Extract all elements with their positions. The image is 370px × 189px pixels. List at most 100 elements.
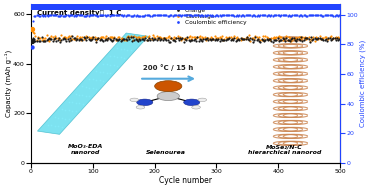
- Point: [186, 36, 192, 39]
- Point: [114, 14, 120, 17]
- Point: [48, 14, 54, 17]
- Point: [129, 39, 135, 42]
- Point: [183, 38, 189, 41]
- Point: [120, 37, 126, 40]
- Text: Current density：  1 C: Current density： 1 C: [37, 9, 122, 15]
- Point: [186, 38, 192, 41]
- Point: [60, 37, 65, 40]
- Point: [318, 14, 324, 17]
- Point: [109, 40, 115, 43]
- Point: [74, 14, 80, 17]
- Point: [176, 39, 182, 42]
- Point: [135, 39, 141, 42]
- Point: [51, 38, 57, 41]
- Point: [228, 36, 233, 39]
- Point: [105, 37, 111, 40]
- Point: [100, 36, 106, 39]
- Point: [203, 38, 209, 41]
- Point: [33, 34, 38, 37]
- Point: [287, 40, 293, 43]
- Point: [322, 38, 327, 41]
- Point: [254, 14, 260, 17]
- Point: [158, 36, 164, 40]
- Point: [46, 14, 52, 17]
- Point: [309, 39, 315, 42]
- Point: [85, 35, 91, 38]
- Point: [204, 14, 210, 17]
- Point: [154, 35, 159, 38]
- Point: [177, 37, 183, 40]
- Point: [111, 36, 117, 39]
- Point: [100, 62, 106, 65]
- Point: [281, 13, 287, 16]
- Point: [177, 36, 183, 39]
- Point: [272, 14, 278, 17]
- Point: [276, 35, 282, 38]
- Point: [292, 39, 298, 42]
- Point: [87, 86, 92, 89]
- Point: [31, 32, 37, 35]
- Point: [295, 37, 300, 40]
- Point: [212, 38, 218, 41]
- Point: [324, 14, 330, 17]
- Point: [181, 41, 187, 44]
- Point: [171, 35, 177, 38]
- Point: [182, 37, 188, 40]
- Point: [59, 125, 65, 128]
- Point: [107, 63, 113, 66]
- Point: [97, 79, 103, 82]
- Point: [118, 39, 124, 42]
- Point: [95, 15, 101, 18]
- Point: [115, 36, 121, 39]
- Circle shape: [155, 81, 182, 92]
- Point: [187, 14, 193, 17]
- Point: [64, 37, 70, 40]
- Point: [99, 36, 105, 39]
- Point: [38, 38, 44, 41]
- Point: [40, 39, 46, 42]
- Point: [80, 85, 85, 88]
- Point: [110, 38, 116, 41]
- Point: [53, 39, 59, 42]
- Point: [248, 39, 253, 42]
- Point: [202, 14, 208, 17]
- Point: [267, 38, 273, 41]
- Point: [51, 37, 57, 40]
- Point: [81, 14, 87, 17]
- Point: [324, 39, 330, 42]
- Point: [188, 14, 194, 17]
- Point: [132, 37, 138, 40]
- Point: [124, 14, 130, 17]
- Point: [139, 38, 145, 41]
- Point: [105, 36, 111, 39]
- Point: [155, 38, 161, 41]
- Point: [299, 14, 305, 17]
- Point: [151, 38, 157, 41]
- Point: [262, 14, 268, 17]
- Point: [89, 14, 95, 17]
- Point: [99, 38, 105, 41]
- Point: [108, 14, 114, 17]
- Point: [288, 14, 294, 17]
- Point: [97, 70, 103, 73]
- Point: [292, 37, 298, 40]
- Point: [252, 14, 258, 17]
- Point: [74, 38, 80, 41]
- Point: [127, 14, 132, 17]
- Point: [37, 40, 43, 43]
- Point: [209, 38, 215, 41]
- Circle shape: [192, 105, 201, 109]
- Point: [236, 39, 242, 42]
- Point: [109, 14, 115, 17]
- Point: [301, 13, 307, 16]
- Point: [255, 14, 261, 17]
- Point: [313, 14, 319, 17]
- Point: [149, 14, 155, 17]
- Point: [156, 37, 162, 40]
- Point: [90, 87, 96, 90]
- Point: [312, 14, 318, 17]
- Point: [130, 14, 136, 17]
- Bar: [31, 4, 340, 10]
- Point: [63, 39, 69, 42]
- Point: [81, 36, 87, 39]
